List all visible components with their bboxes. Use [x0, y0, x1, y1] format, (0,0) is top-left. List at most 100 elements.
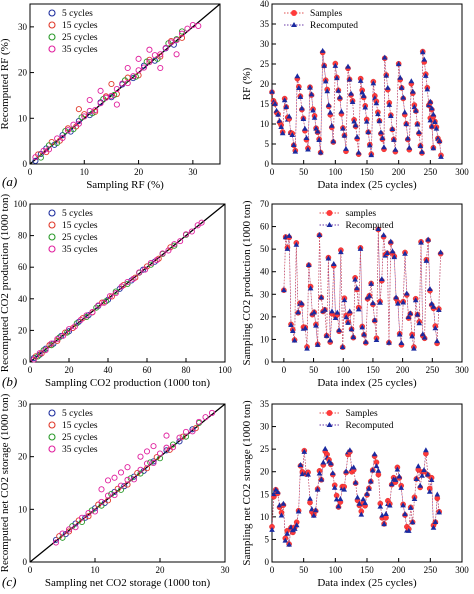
data-point [52, 536, 60, 543]
data-point [178, 30, 186, 37]
recomputed-point [416, 320, 423, 326]
legend-marker [48, 233, 56, 241]
data-point [75, 120, 82, 127]
recomputed-point [412, 297, 419, 303]
recomputed-point [357, 245, 364, 251]
data-point [113, 85, 120, 93]
x-tick-label: 0 [270, 167, 275, 177]
recomputed-point [386, 101, 393, 107]
data-point [83, 312, 90, 319]
samples-line [271, 51, 442, 156]
recomputed-point [432, 325, 439, 331]
recomputed-point [346, 308, 353, 314]
recomputed-point [343, 468, 349, 474]
samples-line [283, 229, 441, 348]
recomputed-point [281, 97, 288, 103]
data-point [168, 39, 175, 46]
x-tick-label: 30 [188, 167, 198, 177]
data-point [189, 426, 196, 433]
recomputed-point [373, 463, 380, 469]
recomputed-point [332, 62, 339, 68]
panel-label-b: (b) [2, 374, 17, 389]
y-tick-label: 10 [18, 113, 28, 123]
chart-5: 0 50 100 150 200 250 300 0 5 10 15 20 25 30 35 Data ind… [241, 399, 469, 589]
x-tick-label: 150 [360, 167, 374, 177]
recomputed-point [302, 325, 309, 331]
x-tick-label: 100 [337, 365, 351, 375]
samples-line [271, 450, 440, 545]
x-tick-label: 0 [28, 365, 33, 375]
recomputed-point [322, 78, 329, 84]
recomputed-point [423, 447, 429, 453]
x-tick-label: 50 [299, 565, 309, 575]
y-tick-label: 20 [260, 79, 270, 89]
y-tick-label: 10 [18, 504, 28, 514]
recomputed-point [334, 309, 341, 315]
recomputed-point [286, 232, 293, 238]
recomputed-point [368, 152, 375, 158]
recomputed-point [303, 134, 310, 140]
recomputed-point [427, 98, 434, 104]
y-tick-label: 10 [260, 334, 270, 344]
recomputed-point [312, 507, 319, 513]
data-point [188, 228, 195, 235]
recomputed-point [357, 77, 364, 83]
recomputed-point [434, 338, 440, 344]
data-point [65, 326, 73, 333]
data-point [72, 524, 79, 531]
data-point [106, 293, 113, 300]
x-axis-label: Data index (25 cycles) [317, 577, 417, 589]
y-tick-label: 25 [260, 444, 270, 454]
recomputed-point [348, 90, 354, 96]
data-point [143, 465, 151, 472]
data-point [56, 334, 63, 341]
recomputed-point [305, 471, 311, 477]
data-point [124, 64, 131, 72]
data-point [62, 329, 69, 336]
recomputed-point [419, 472, 425, 478]
data-point [136, 269, 143, 276]
y-axis-label: Sampling net CO2 storage (1000 ton) [241, 400, 253, 566]
recomputed-point [329, 308, 335, 314]
legend-marker [291, 10, 297, 16]
data-point [165, 40, 172, 47]
recomputed-point [417, 142, 424, 148]
data-point [130, 275, 137, 282]
recomputed-point [384, 84, 391, 90]
data-point [46, 342, 53, 349]
recomputed-point [308, 91, 315, 97]
recomputed-point [280, 500, 287, 506]
x-tick-label: 200 [396, 365, 410, 375]
recomputed-point [364, 490, 370, 496]
y-tick-label: 30 [18, 22, 28, 32]
recomputed-point [355, 306, 362, 312]
recomputed-point [432, 118, 438, 124]
data-point [137, 470, 144, 477]
recomputed-point [411, 104, 418, 110]
recomputed-point [386, 339, 392, 345]
x-tick-label: 50 [309, 365, 319, 375]
recomputed-point [275, 111, 281, 117]
recomputed-point [397, 74, 403, 80]
recomputed-point [354, 285, 360, 291]
data-point [54, 336, 61, 343]
recomputed-point [366, 485, 372, 491]
recomputed-point [403, 290, 410, 296]
chart-2: 0 20 40 60 80 100 0 20 40 60 80 100 Sampling CO2 pro… [0, 193, 232, 389]
recomputed-point [371, 317, 378, 323]
recomputed-point [282, 537, 289, 543]
y-tick-label: 70 [260, 199, 270, 209]
data-point [104, 492, 112, 499]
recomputed-point [349, 98, 356, 104]
chart-0: 0 10 20 30 0 10 20 30 Sampling RF (%) Recomputed … [0, 3, 221, 191]
recomputed-point [380, 232, 387, 238]
recomputed-point [334, 75, 340, 81]
recomputed-point [284, 245, 291, 251]
recomputed-point [293, 522, 300, 528]
recomputed-point [322, 445, 328, 451]
recomputed-point [392, 476, 399, 482]
data-point [60, 332, 67, 339]
recomputed-point [391, 136, 397, 142]
recomputed-point [321, 62, 327, 68]
data-point [59, 530, 66, 537]
